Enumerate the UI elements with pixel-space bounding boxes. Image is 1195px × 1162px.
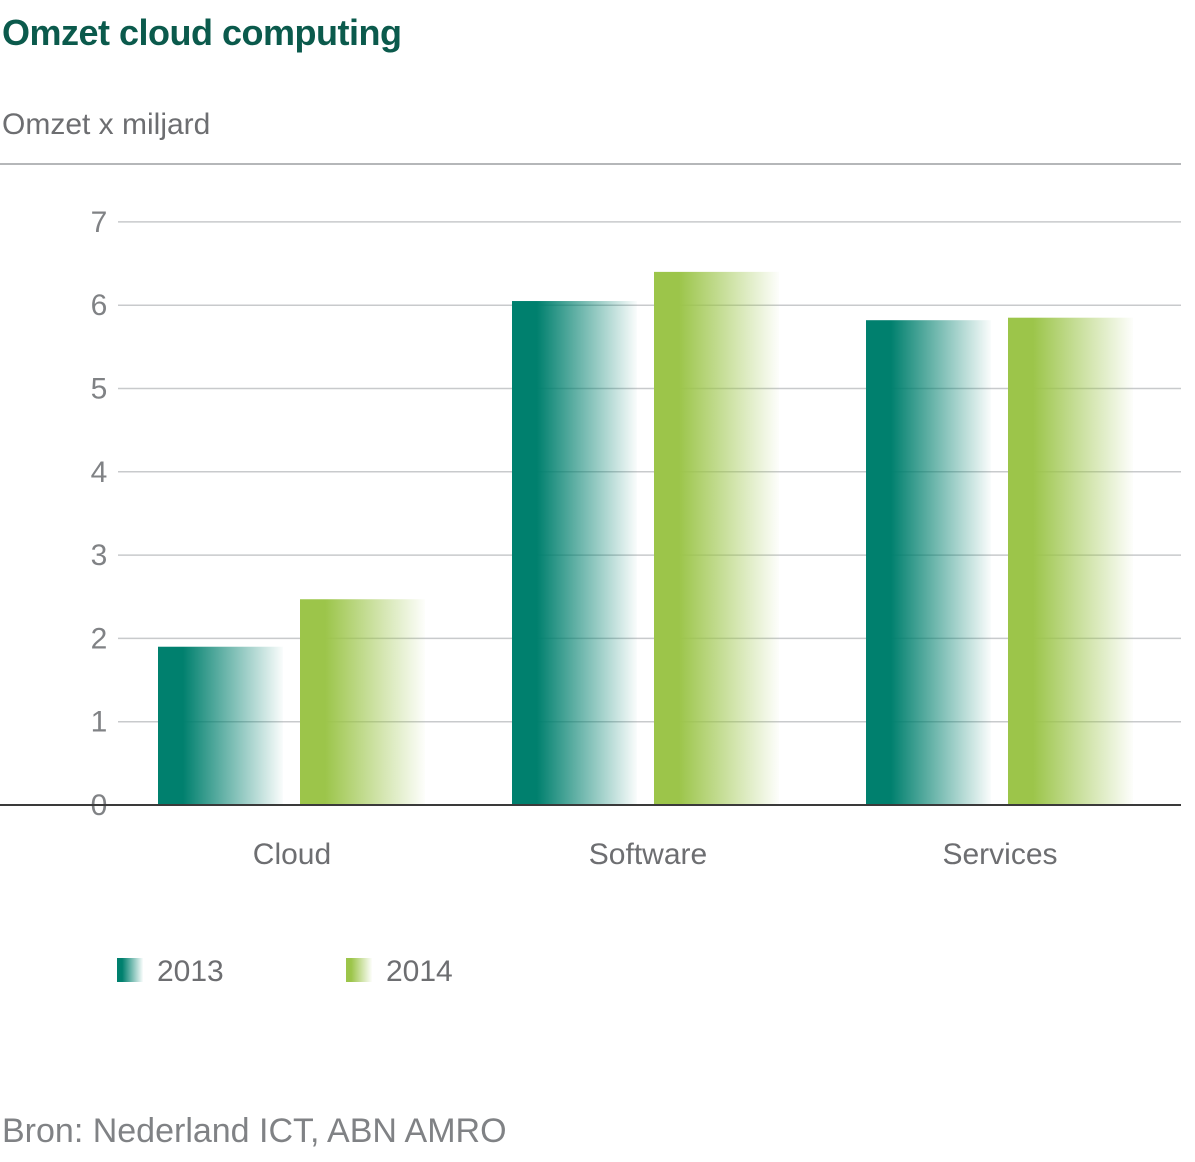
bars <box>158 271 1133 805</box>
legend-label-2014: 2014 <box>386 955 453 988</box>
unit-label: Omzet x miljard <box>2 108 211 141</box>
y-tick-label: 1 <box>91 706 108 739</box>
y-tick-label: 5 <box>91 373 108 406</box>
chart-title: Omzet cloud computing <box>2 12 402 53</box>
y-tick-label: 7 <box>91 206 108 239</box>
source-note: Bron: Nederland ICT, ABN AMRO <box>2 1112 507 1150</box>
legend-swatch-2013 <box>117 958 143 982</box>
legend: 2013 2014 <box>117 955 453 988</box>
bar-2014-software <box>654 271 779 805</box>
bar-2013-services <box>866 320 991 805</box>
bar-2014-cloud <box>300 599 425 805</box>
legend-label-2013: 2013 <box>157 955 224 988</box>
y-tick-label: 6 <box>91 289 108 322</box>
y-tick-label: 2 <box>91 622 108 655</box>
x-axis-categories: Cloud Software Services <box>253 838 1058 871</box>
y-tick-label: 3 <box>91 539 108 572</box>
bar-2013-cloud <box>158 646 283 805</box>
bar-2014-services <box>1008 317 1133 805</box>
legend-swatch-2014 <box>346 958 372 982</box>
x-category-label: Services <box>942 838 1057 871</box>
x-category-label: Cloud <box>253 838 331 871</box>
x-category-label: Software <box>589 838 707 871</box>
top-rule <box>0 163 1181 165</box>
grid-lines <box>118 221 1181 723</box>
y-tick-label: 4 <box>91 456 108 489</box>
bar-2013-software <box>512 301 637 805</box>
